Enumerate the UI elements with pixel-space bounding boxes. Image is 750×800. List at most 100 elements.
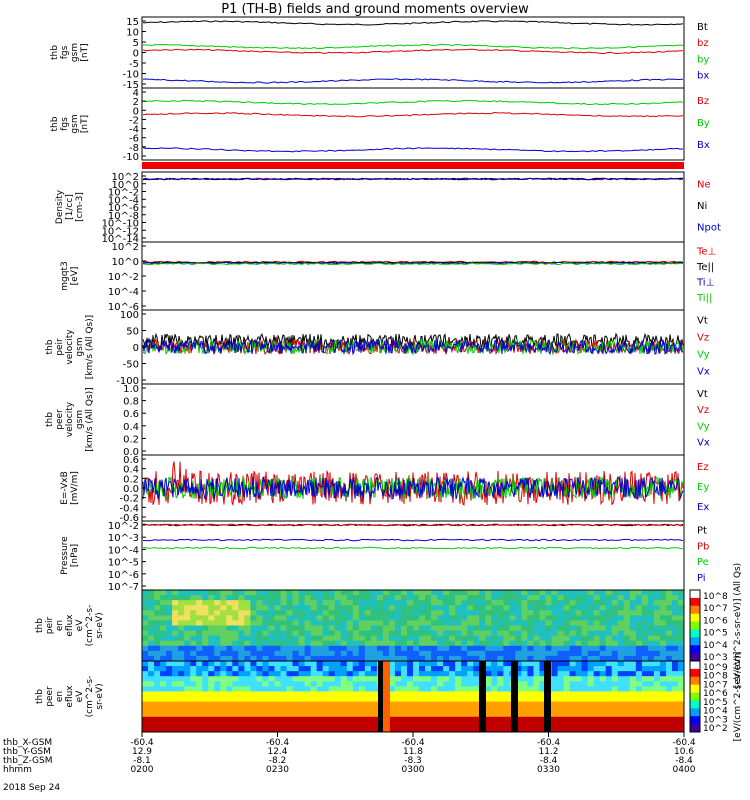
- heatmap-cell: [443, 711, 450, 718]
- heatmap-cell: [244, 691, 251, 697]
- heatmap-cell: [503, 605, 510, 611]
- heatmap-cell: [232, 691, 239, 697]
- heatmap-cell: [521, 681, 528, 687]
- heatmap-cell: [382, 655, 390, 662]
- heatmap-cell: [521, 610, 528, 616]
- heatmap-cell: [370, 701, 378, 708]
- heatmap-cell: [274, 721, 282, 728]
- heatmap-cell: [653, 630, 661, 637]
- colorbar-segment: [690, 597, 700, 607]
- heatmap-cell: [479, 630, 486, 637]
- heatmap-cell: [617, 701, 625, 708]
- heatmap-cell: [587, 645, 595, 652]
- heatmap-cell: [160, 711, 167, 718]
- x-row-value: 0230: [266, 765, 289, 775]
- heatmap-cell: [244, 671, 251, 677]
- heatmap-cell: [238, 711, 245, 718]
- heatmap-cell: [425, 691, 432, 697]
- heatmap-cell: [280, 610, 288, 616]
- heatmap-cell: [166, 635, 173, 642]
- heatmap-cell: [575, 726, 583, 733]
- heatmap-cell: [382, 595, 390, 601]
- heatmap-cell: [455, 701, 462, 708]
- heatmap-cell: [581, 620, 589, 626]
- heatmap-cell: [539, 726, 546, 733]
- heatmap-cell: [455, 696, 462, 703]
- heatmap-cell: [533, 671, 540, 677]
- heatmap-cell: [461, 661, 468, 667]
- heatmap-cell: [370, 590, 378, 596]
- heatmap-cell: [641, 620, 649, 626]
- heatmap-cell: [563, 645, 571, 652]
- heatmap-cell: [587, 721, 595, 728]
- heatmap-cell: [202, 661, 209, 667]
- heatmap-cell: [364, 645, 372, 652]
- heatmap-cell: [539, 676, 546, 682]
- heatmap-cell: [449, 721, 456, 728]
- heatmap-cell: [406, 721, 414, 728]
- heatmap-cell: [316, 640, 324, 647]
- heatmap-cell: [394, 605, 402, 611]
- heatmap-cell: [605, 645, 613, 652]
- heatmap-cell: [334, 630, 342, 637]
- heatmap-cell: [659, 645, 667, 652]
- heatmap-cell: [274, 701, 282, 708]
- heatmap-cell: [659, 696, 667, 703]
- heatmap-cell: [551, 595, 559, 601]
- y-axis-label: peir: [55, 338, 65, 356]
- heatmap-cell: [569, 645, 577, 652]
- heatmap-cell: [569, 655, 577, 662]
- heatmap-cell: [653, 726, 661, 733]
- heatmap-cell: [154, 671, 161, 677]
- heatmap-cell: [497, 701, 504, 708]
- heatmap-cell: [455, 620, 462, 626]
- heatmap-cell: [635, 711, 643, 718]
- heatmap-cell: [142, 701, 149, 708]
- heatmap-cell: [394, 701, 402, 708]
- heatmap-cell: [196, 615, 203, 621]
- panel-frame: [141, 16, 685, 89]
- heatmap-cell: [292, 640, 300, 647]
- heatmap-cell: [611, 706, 619, 713]
- heatmap-cell: [346, 650, 354, 657]
- heatmap-cell: [419, 620, 426, 626]
- heatmap-cell: [491, 650, 498, 657]
- heatmap-cell: [256, 671, 263, 677]
- heatmap-cell: [388, 721, 396, 728]
- heatmap-cell: [280, 676, 288, 682]
- heatmap-cell: [262, 676, 269, 682]
- heatmap-cell: [256, 640, 263, 647]
- heatmap-cell: [256, 716, 263, 723]
- heatmap-cell: [178, 696, 185, 703]
- heatmap-cell: [352, 681, 360, 687]
- heatmap-cell: [581, 696, 589, 703]
- heatmap-cell: [238, 701, 245, 708]
- heatmap-cell: [202, 605, 209, 611]
- heatmap-cell: [286, 671, 294, 677]
- heatmap-cell: [184, 600, 191, 606]
- heatmap-cell: [611, 590, 619, 596]
- heatmap-cell: [196, 635, 203, 642]
- heatmap-cell: [449, 726, 456, 733]
- heatmap-cell: [340, 666, 348, 672]
- heatmap-cell: [629, 706, 637, 713]
- heatmap-cell: [394, 620, 402, 626]
- heatmap-cell: [244, 645, 251, 652]
- heatmap-cell: [322, 615, 330, 621]
- heatmap-cell: [172, 650, 179, 657]
- heatmap-cell: [388, 696, 396, 703]
- heatmap-cell: [557, 655, 565, 662]
- heatmap-cell: [443, 696, 450, 703]
- heatmap-cell: [244, 666, 251, 672]
- heatmap-cell: [443, 620, 450, 626]
- heatmap-cell: [413, 635, 420, 642]
- y-tick-label: 10^-5: [108, 558, 139, 569]
- heatmap-cell: [419, 676, 426, 682]
- legend-ne: Ne: [697, 180, 711, 191]
- heatmap-cell: [256, 696, 263, 703]
- heatmap-cell: [665, 671, 673, 677]
- heatmap-cell: [473, 696, 480, 703]
- heatmap-cell: [364, 590, 372, 596]
- heatmap-cell: [425, 650, 432, 657]
- y-tick-label: 10^-6: [108, 203, 139, 214]
